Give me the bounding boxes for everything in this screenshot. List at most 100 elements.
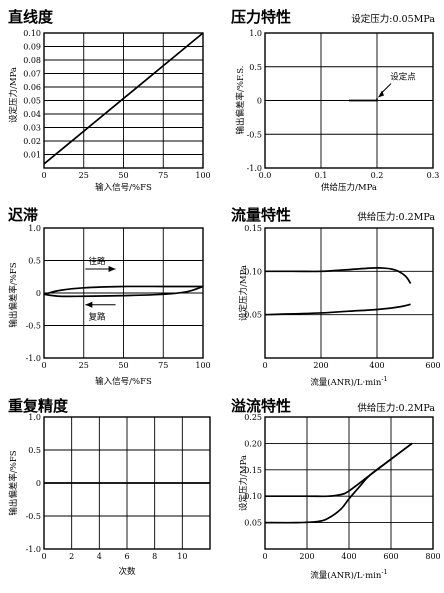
pressure-series-line-1 <box>349 98 378 102</box>
relief-x-tick-label: 0 <box>262 552 267 561</box>
linearity-y-axis-label: 设定压力/MPa <box>8 67 19 123</box>
relief-x-axis-label: 流量(ANR)/L·min-1 <box>310 568 387 581</box>
flow-series-line-2 <box>264 303 411 316</box>
linearity-x-axis-label: 输入信号/%FS <box>95 182 152 193</box>
repeatability-x-tick-label: 2 <box>69 552 74 561</box>
repeatability-y-axis-label: 输出偏差率/%FS <box>8 450 19 515</box>
repeatability-x-tick-label: 10 <box>177 552 187 561</box>
hysteresis-y-tick-label: 0 <box>36 289 41 298</box>
flow-y-tick-label: 0.15 <box>244 224 262 233</box>
return-path-label: 复路 <box>89 312 107 323</box>
relief-x-axis-label-superscript: -1 <box>381 568 387 576</box>
relief-y-tick-label: 0.25 <box>244 413 262 422</box>
forward-path-arrowhead <box>108 265 116 272</box>
linearity-y-tick-label: 0.08 <box>23 56 41 65</box>
relief-note: 供给压力:0.2MPa <box>357 402 435 414</box>
relief-y-axis-label: 设定压力/MPa <box>238 455 249 511</box>
flow-y-tick-label: 0.05 <box>244 311 262 320</box>
flow-note: 供给压力:0.2MPa <box>357 211 435 223</box>
hysteresis-y-axis-label: 输出偏差率/%FS <box>8 262 19 327</box>
relief-plot-frame <box>264 416 434 550</box>
repeatability-x-axis-label: 次数 <box>118 566 136 577</box>
flow-x-tick-label: 400 <box>369 361 384 370</box>
hysteresis-x-tick-label: 75 <box>158 361 168 370</box>
set-point-arrowhead <box>378 90 384 98</box>
relief-x-tick-label: 600 <box>383 552 398 561</box>
relief-x-tick-label: 800 <box>425 552 440 561</box>
hysteresis-series-line-2 <box>43 285 204 298</box>
relief-y-tick-label: 0.05 <box>244 519 262 528</box>
pressure-x-tick-label: 0.0 <box>259 171 272 180</box>
flow-y-tick-label: 0.10 <box>244 267 262 276</box>
flow-x-tick-label: 600 <box>425 361 440 370</box>
linearity-y-tick-label: 0.10 <box>23 29 41 38</box>
hysteresis-x-tick-label: 50 <box>118 361 128 370</box>
flow-plot-frame <box>264 227 434 359</box>
return-path-arrowhead <box>85 301 93 308</box>
flow-series-line-1 <box>265 267 412 284</box>
linearity-y-tick-label: 0.05 <box>23 97 41 106</box>
flow-x-tick-label: 200 <box>313 361 328 370</box>
relief-x-tick-label: 400 <box>341 552 356 561</box>
pressure-y-tick-label: 0.5 <box>249 63 262 72</box>
hysteresis-y-tick-label: -1.0 <box>26 354 41 363</box>
hysteresis-x-tick-label: 25 <box>79 361 89 370</box>
relief-title: 溢流特性 <box>231 397 291 415</box>
flow-title: 流量特性 <box>231 206 291 224</box>
pressure-note: 设定压力:0.05MPa <box>351 13 435 25</box>
pressure-chart: 压力特性 设定压力:0.05MPa 0.0 0.1 0.2 0.3 -1.0 -0.5 0 0.5… <box>231 8 439 193</box>
hysteresis-y-tick-label: 1.0 <box>28 224 41 233</box>
linearity-y-tick-label: 0.09 <box>23 43 41 52</box>
repeatability-x-tick-label: 0 <box>41 552 46 561</box>
linearity-x-tick-label: 75 <box>158 171 168 180</box>
relief-y-tick-label: 0.20 <box>244 439 262 448</box>
hysteresis-title: 迟滞 <box>8 206 38 224</box>
repeatability-y-tick-label: -1.0 <box>26 545 41 554</box>
linearity-y-tick-label: 0.03 <box>23 124 41 133</box>
relief-y-tick-label: 0.10 <box>244 492 262 501</box>
repeatability-y-tick-label: -0.5 <box>26 512 41 521</box>
linearity-y-tick-label: 0.01 <box>23 151 41 160</box>
linearity-x-tick-label: 25 <box>79 171 89 180</box>
hysteresis-y-tick-label: 0.5 <box>28 257 41 266</box>
pressure-x-axis-label: 供给压力/MPa <box>321 182 377 193</box>
pressure-y-tick-label: 1.0 <box>249 29 262 38</box>
flow-x-axis-label: 流量(ANR)/L·min-1 <box>310 375 387 388</box>
linearity-x-tick-label: 100 <box>195 171 210 180</box>
flow-y-axis-label: 设定压力/MPa <box>238 265 249 321</box>
forward-path-label: 往路 <box>89 256 107 267</box>
pressure-plot-frame <box>264 32 434 169</box>
hysteresis-chart: 迟滞 0 25 50 75 100 -1.0 -0.5 0 0.5 1.0 输入信号/%FS 输出偏差率… <box>8 206 211 387</box>
relief-chart: 溢流特性 供给压力:0.2MPa 0 200 400 600 800 0.05 0.10 0.15… <box>231 397 441 581</box>
hysteresis-plot-frame <box>43 227 204 359</box>
flow-chart: 流量特性 供给压力:0.2MPa 0 200 400 600 0.05 0.10 0.15 流量(… <box>231 206 441 388</box>
linearity-y-tick-label: 0.06 <box>23 83 41 92</box>
hysteresis-y-tick-label: -0.5 <box>26 322 41 331</box>
flow-x-axis-label-superscript: -1 <box>381 375 387 383</box>
pressure-title: 压力特性 <box>231 8 291 26</box>
hysteresis-x-axis-label: 输入信号/%FS <box>95 376 152 387</box>
linearity-plot-frame <box>43 32 204 169</box>
repeatability-chart: 重复精度 0 2 4 6 8 10 -1.0 -0.5 0 0.5 1.0 次数 输出偏差率/%FS <box>8 397 211 577</box>
linearity-y-tick-label: 0.07 <box>23 70 41 79</box>
pressure-x-tick-label: 0.1 <box>315 171 328 180</box>
linearity-chart: 直线度 0 25 50 75 100 0.01 0.02 0.03 0.04 0.05 0.06 0.0… <box>8 8 211 193</box>
pressure-y-axis-label: 输出偏差率/%F.S. <box>235 66 246 135</box>
flow-x-tick-label: 0 <box>262 361 267 370</box>
pressure-y-tick-label: -1.0 <box>247 164 262 173</box>
linearity-x-tick-label: 50 <box>118 171 128 180</box>
pressure-x-tick-label: 0.3 <box>427 171 440 180</box>
repeatability-y-tick-label: 0 <box>36 479 41 488</box>
pressure-y-tick-label: 0 <box>257 97 262 106</box>
linearity-title: 直线度 <box>8 8 54 26</box>
relief-series-line-1 <box>264 442 413 524</box>
repeatability-x-tick-label: 4 <box>97 552 102 561</box>
linearity-y-tick-label: 0.02 <box>23 137 41 146</box>
repeatability-title: 重复精度 <box>8 397 69 415</box>
relief-x-tick-label: 200 <box>299 552 314 561</box>
pressure-x-tick-label: 0.2 <box>371 171 384 180</box>
linearity-y-tick-label: 0.04 <box>23 110 41 119</box>
repeatability-y-tick-label: 0.5 <box>28 446 41 455</box>
repeatability-y-tick-label: 1.0 <box>28 413 41 422</box>
hysteresis-series-line-1 <box>43 285 203 296</box>
